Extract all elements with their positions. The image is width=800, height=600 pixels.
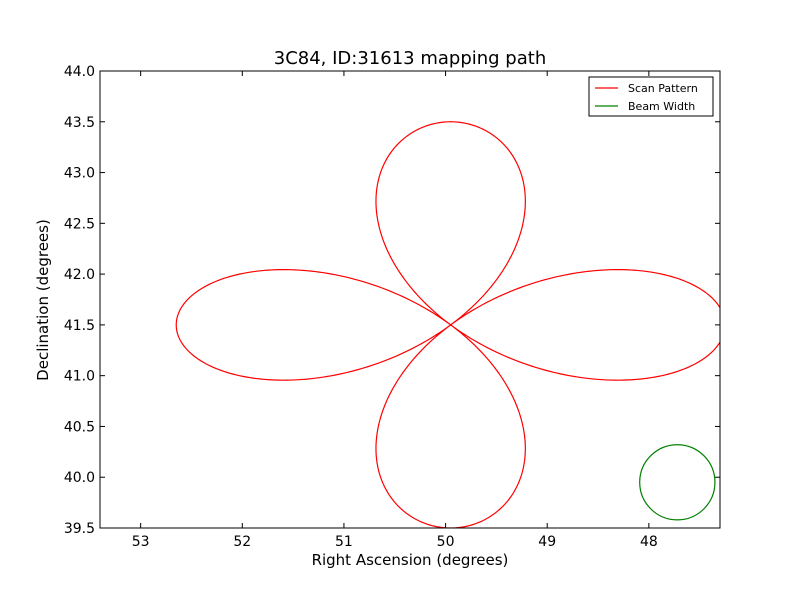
legend-label-scan-pattern: Scan Pattern bbox=[628, 82, 698, 95]
legend-label-beam-width: Beam Width bbox=[628, 100, 695, 113]
y-tick-label: 41.5 bbox=[64, 318, 95, 334]
y-tick-label: 41.0 bbox=[64, 369, 95, 385]
y-tick-label: 42.0 bbox=[64, 267, 95, 283]
x-tick-label: 53 bbox=[132, 534, 150, 550]
x-tick-label: 51 bbox=[335, 534, 353, 550]
y-tick-label: 40.0 bbox=[64, 470, 95, 486]
x-tick-label: 52 bbox=[233, 534, 251, 550]
chart-title: 3C84, ID:31613 mapping path bbox=[274, 48, 546, 69]
beam-width-circle bbox=[639, 444, 716, 521]
legend-frame bbox=[588, 76, 714, 117]
y-axis: 39.5 40.0 40.5 41.0 41.5 42.0 42.5 43.0 43.5 44.0 bbox=[64, 64, 720, 537]
x-axis-title: Right Ascension (degrees) bbox=[312, 551, 509, 569]
series-layer bbox=[175, 121, 720, 528]
y-tick-label: 43.0 bbox=[64, 166, 95, 182]
y-axis-title: Declination (degrees) bbox=[34, 219, 52, 381]
y-tick-label: 39.5 bbox=[64, 521, 95, 537]
x-tick-label: 50 bbox=[437, 534, 455, 550]
legend: Scan Pattern Beam Width bbox=[588, 76, 714, 117]
y-tick-label: 40.5 bbox=[64, 419, 95, 435]
x-axis: 53 52 51 50 49 48 bbox=[132, 71, 658, 550]
x-tick-label: 49 bbox=[538, 534, 556, 550]
x-tick-label: 48 bbox=[640, 534, 658, 550]
scan-pattern-path bbox=[175, 121, 720, 528]
y-tick-label: 42.5 bbox=[64, 216, 95, 232]
plot-frame bbox=[99, 70, 721, 529]
plot-area bbox=[99, 70, 721, 529]
y-tick-label: 44.0 bbox=[64, 64, 95, 80]
y-tick-label: 43.5 bbox=[64, 115, 95, 131]
